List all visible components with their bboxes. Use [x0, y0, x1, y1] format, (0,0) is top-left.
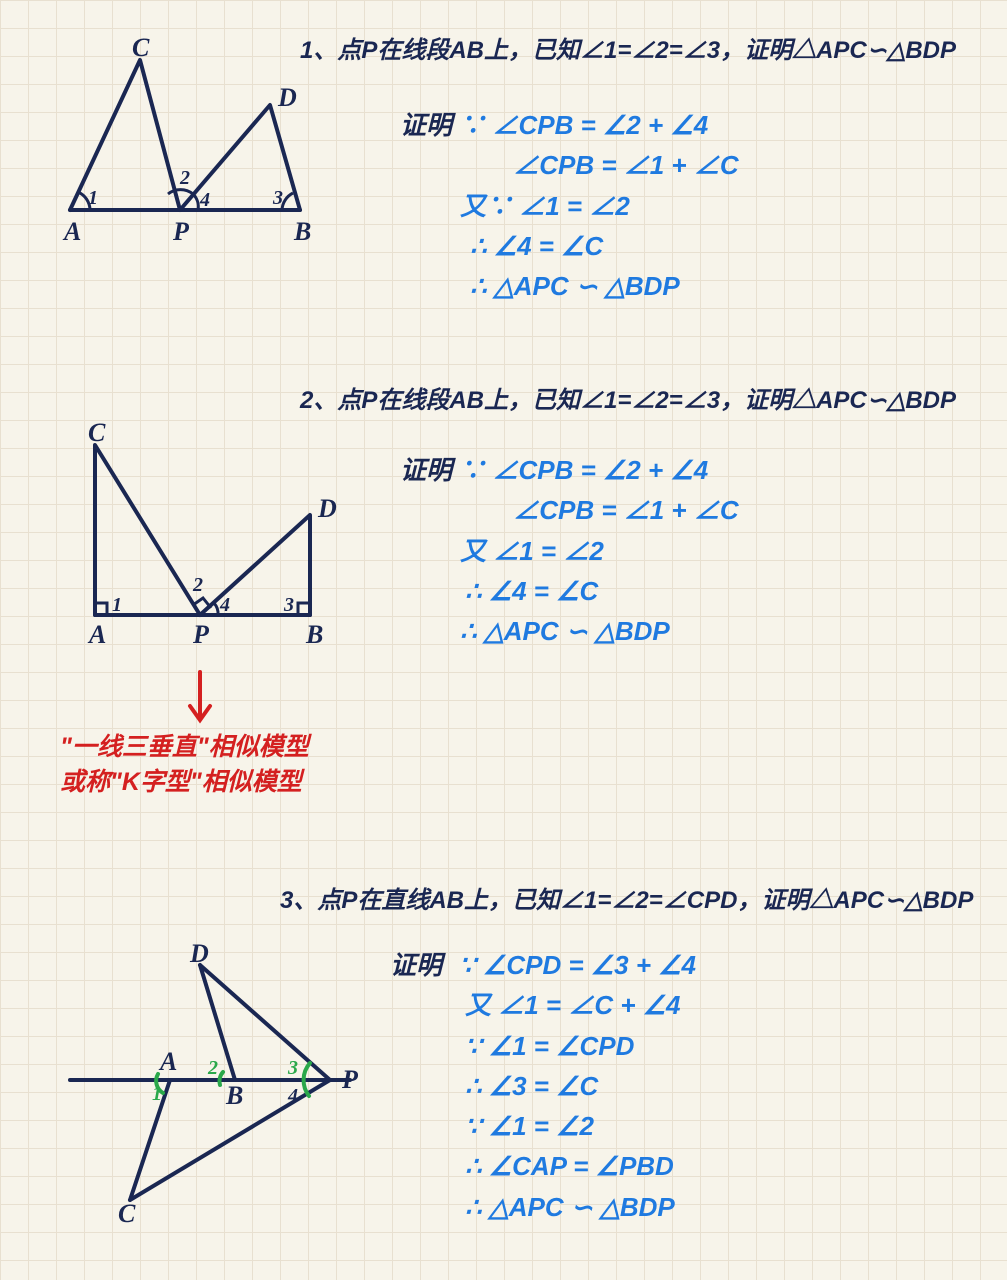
note-line-1: 或称"K字型"相似模型 [60, 768, 302, 796]
svg-text:3: 3 [287, 1057, 298, 1079]
proof-3-line-0: ∵ ∠CPD = ∠3 + ∠4 [459, 950, 696, 980]
proof-3-line-4: ∵ ∠1 = ∠2 [465, 1111, 594, 1141]
problem-3-proof: 证明 ∵ ∠CPD = ∠3 + ∠4 又 ∠1 = ∠C + ∠4 ∵ ∠1 … [390, 945, 696, 1227]
proof-3-line-6: ∴ △APC ∽ △BDP [465, 1192, 675, 1222]
proof-3-line-5: ∴ ∠CAP = ∠PBD [465, 1151, 674, 1181]
proof-3-line-2: ∵ ∠1 = ∠CPD [465, 1031, 634, 1061]
svg-text:2: 2 [207, 1057, 218, 1079]
proof-3-line-3: ∴ ∠3 = ∠C [465, 1071, 598, 1101]
svg-text:D: D [189, 939, 209, 968]
svg-text:1: 1 [152, 1083, 162, 1105]
proof-3-line-1: 又 ∠1 = ∠C + ∠4 [465, 990, 681, 1020]
svg-text:4: 4 [287, 1085, 298, 1107]
svg-text:P: P [341, 1065, 359, 1094]
problem-3-title: 3、点P在直线AB上，已知∠1=∠2=∠CPD，证明△APC∽△BDP [280, 880, 973, 915]
proof-3-label: 证明 [390, 950, 442, 980]
problem-2-note: "一线三垂直"相似模型 或称"K字型"相似模型 [60, 730, 309, 800]
svg-text:B: B [225, 1081, 243, 1110]
note-line-0: "一线三垂直"相似模型 [60, 733, 309, 761]
svg-text:C: C [118, 1199, 136, 1228]
problem-3-diagram: 1 2 3 4 A B P C D [60, 950, 370, 1220]
svg-text:A: A [158, 1047, 177, 1076]
